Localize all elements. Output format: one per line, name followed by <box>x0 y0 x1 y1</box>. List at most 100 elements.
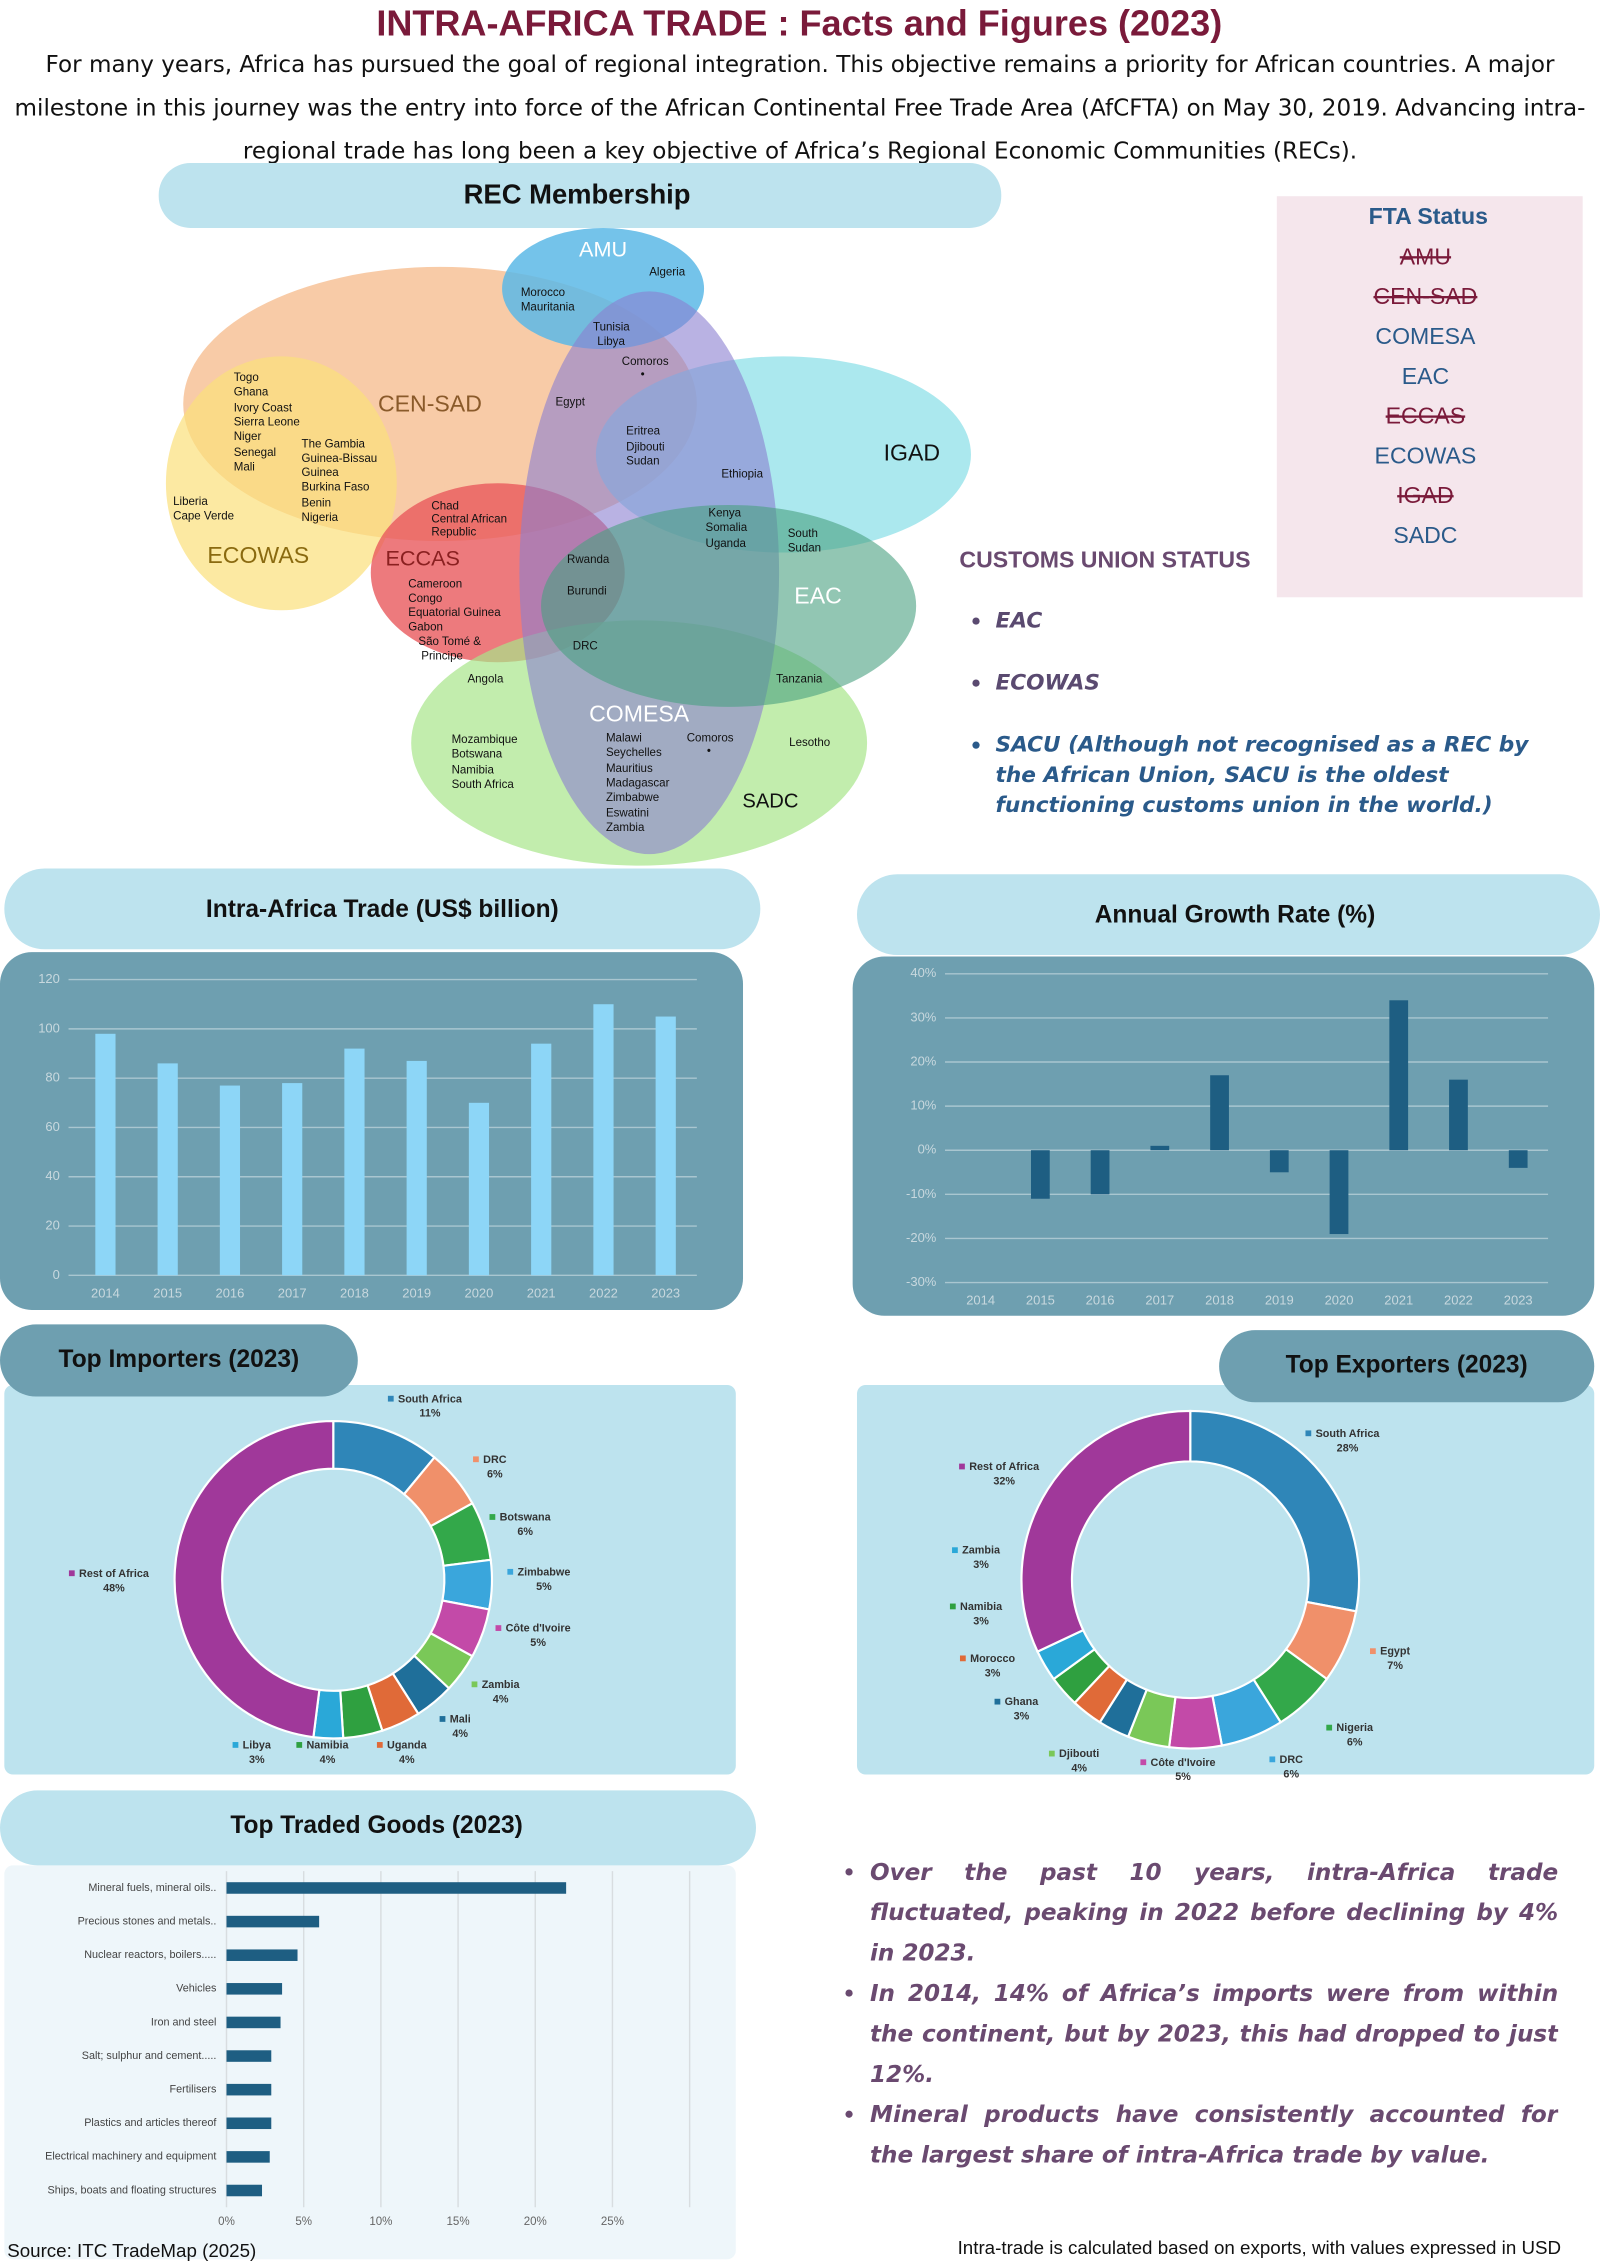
key-points: Over the past 10 years, intra-Africa tra… <box>844 1852 1558 2184</box>
slice-label: Egypt <box>1380 1646 1410 1658</box>
x-tick-label: 2023 <box>1504 1293 1533 1308</box>
bar <box>226 1983 283 1995</box>
bar <box>1210 1075 1229 1151</box>
x-tick-label: 0% <box>218 2216 235 2228</box>
legend-swatch <box>68 1570 75 1577</box>
slice-label: Libya <box>243 1740 272 1752</box>
x-tick-label: 2020 <box>1325 1293 1354 1308</box>
legend-swatch <box>1048 1750 1055 1757</box>
slice-label: Rest of Africa <box>969 1461 1040 1473</box>
country-label: Comoros <box>687 733 734 745</box>
x-tick-label: 15% <box>447 2216 470 2228</box>
legend-swatch <box>439 1716 446 1722</box>
slice-label: Namibia <box>960 1601 1003 1613</box>
country-label: Angola <box>467 674 503 686</box>
country-label: Mozambique <box>452 734 518 746</box>
country-label: Nigeria <box>302 512 339 524</box>
country-label: Namibia <box>452 764 495 776</box>
country-label: Republic <box>431 526 476 538</box>
slice-value-label: 3% <box>973 1559 989 1571</box>
legend-swatch <box>376 1742 383 1748</box>
fta-title: FTA Status <box>1369 203 1488 229</box>
customs-item: EAC <box>995 606 1543 636</box>
country-label: Sudan <box>788 542 821 554</box>
chart-title: Top Traded Goods (2023) <box>230 1812 522 1839</box>
y-tick-label: 20% <box>910 1053 936 1068</box>
x-tick-label: 2023 <box>651 1286 680 1301</box>
bar <box>1449 1079 1468 1151</box>
country-label: Niger <box>234 431 262 443</box>
country-label: Gabon <box>408 622 443 634</box>
chart-panel <box>856 1384 1595 1775</box>
x-tick-label: 20% <box>524 2216 547 2228</box>
y-tick-label: 0% <box>918 1142 937 1157</box>
bar <box>1030 1150 1050 1199</box>
bar <box>593 1004 614 1276</box>
country-label: Ethiopia <box>721 469 763 481</box>
venn-ellipse <box>165 356 397 611</box>
bar <box>226 2117 272 2130</box>
y-tick-label: -10% <box>906 1186 937 1201</box>
slice-label: Djibouti <box>1059 1748 1099 1760</box>
x-tick-label: 2022 <box>589 1286 618 1301</box>
country-label: South <box>788 528 818 540</box>
customs-item: SACU (Although not recognised as a REC b… <box>995 730 1543 821</box>
slice-value-label: 4% <box>320 1754 336 1766</box>
y-tick-label: Iron and steel <box>151 2016 217 2028</box>
country-label: Libya <box>597 336 625 348</box>
legend-swatch <box>994 1698 1001 1705</box>
bar <box>226 2151 270 2163</box>
bar <box>1090 1150 1110 1195</box>
country-label: Zambia <box>606 822 645 834</box>
country-label: Djibouti <box>626 441 664 453</box>
y-tick-label: 40% <box>910 965 936 980</box>
page-title: INTRA-AFRICA TRADE : Facts and Figures (… <box>376 3 1222 44</box>
country-label: • <box>707 746 711 758</box>
slice-label: Botswana <box>500 1512 552 1524</box>
slice-label: South Africa <box>1316 1428 1381 1440</box>
slice-label: Nigeria <box>1336 1722 1374 1734</box>
bar <box>655 1016 676 1276</box>
rec-group-label: ECOWAS <box>207 542 309 568</box>
fta-item: EAC <box>1402 363 1449 389</box>
slice-label: Morocco <box>970 1653 1015 1665</box>
bar <box>1508 1150 1528 1168</box>
bar <box>1389 1000 1409 1151</box>
country-label: Principe <box>421 650 463 662</box>
country-label: Sierra Leone <box>234 417 300 429</box>
x-tick-label: 2015 <box>1026 1293 1055 1308</box>
legend-swatch <box>1140 1759 1147 1766</box>
slice-value-label: 6% <box>517 1526 533 1538</box>
country-label: Equatorial Guinea <box>408 607 501 619</box>
country-label: Benin <box>302 498 332 510</box>
country-label: Cameroon <box>408 578 462 590</box>
country-label: The Gambia <box>302 438 366 450</box>
slice-label: Namibia <box>306 1740 349 1752</box>
country-label: Mali <box>234 461 255 473</box>
x-tick-label: 25% <box>601 2216 624 2228</box>
y-tick-label: 30% <box>910 1009 936 1024</box>
y-tick-label: Fertilisers <box>170 2084 217 2096</box>
country-label: Togo <box>234 372 259 384</box>
legend-swatch <box>489 1514 496 1520</box>
fta-item: ECCAS <box>1386 403 1466 429</box>
rec-group-label: IGAD <box>884 440 940 466</box>
bar <box>1329 1150 1349 1235</box>
bar <box>406 1060 427 1276</box>
rec-group-label: SADC <box>742 790 798 812</box>
slice-value-label: 6% <box>487 1468 503 1480</box>
y-tick-label: Electrical machinery and equipment <box>45 2151 216 2163</box>
country-label: Tanzania <box>776 674 823 686</box>
x-tick-label: 2017 <box>1145 1293 1174 1308</box>
legend-swatch <box>296 1742 303 1748</box>
country-label: Central African <box>431 513 507 525</box>
country-label: Burundi <box>567 586 607 598</box>
x-tick-label: 2015 <box>153 1286 182 1301</box>
fta-item: SADC <box>1393 522 1457 548</box>
slice-label: Rest of Africa <box>79 1568 150 1580</box>
legend-swatch <box>949 1603 956 1610</box>
slice-value-label: 4% <box>493 1693 509 1705</box>
x-tick-label: 2014 <box>966 1293 995 1308</box>
y-tick-label: Mineral fuels, mineral oils.. <box>88 1882 216 1894</box>
customs-title: CUSTOMS UNION STATUS <box>959 546 1250 572</box>
